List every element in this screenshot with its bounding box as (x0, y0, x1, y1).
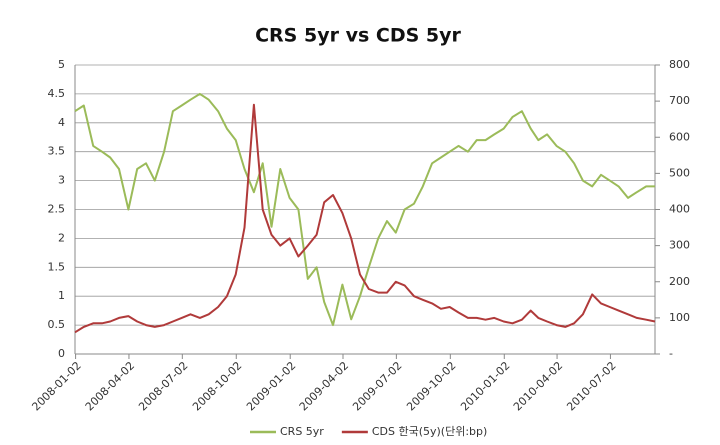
y2-tick-label: 300 (669, 239, 690, 252)
legend-label: CDS 한국(5y)(단위:bp) (372, 425, 487, 438)
y-tick-label: 1 (58, 289, 65, 302)
y-tick-label: 4.5 (48, 87, 66, 100)
y2-tick-label: 600 (669, 130, 690, 143)
y-tick-label: 3 (58, 174, 65, 187)
y2-tick-label: 700 (669, 94, 690, 107)
y-tick-label: 2.5 (48, 203, 66, 216)
series-line (74, 103, 656, 334)
chart-title: CRS 5yr vs CDS 5yr (255, 25, 461, 47)
y-tick-label: 3.5 (48, 145, 66, 158)
y-tick-label: 4 (58, 116, 65, 129)
y2-tick-label: 400 (669, 203, 690, 216)
y2-tick-label: - (669, 347, 673, 360)
y-tick-label: 1.5 (48, 260, 66, 273)
y-tick-label: 0 (58, 347, 65, 360)
y2-tick-label: 100 (669, 311, 690, 324)
legend-label: CRS 5yr (280, 425, 324, 438)
y2-tick-label: 500 (669, 166, 690, 179)
y-tick-label: 2 (58, 231, 65, 244)
y-tick-label: 5 (58, 58, 65, 71)
y2-tick-label: 200 (669, 275, 690, 288)
y2-tick-label: 800 (669, 58, 690, 71)
y-tick-label: 0.5 (48, 318, 66, 331)
